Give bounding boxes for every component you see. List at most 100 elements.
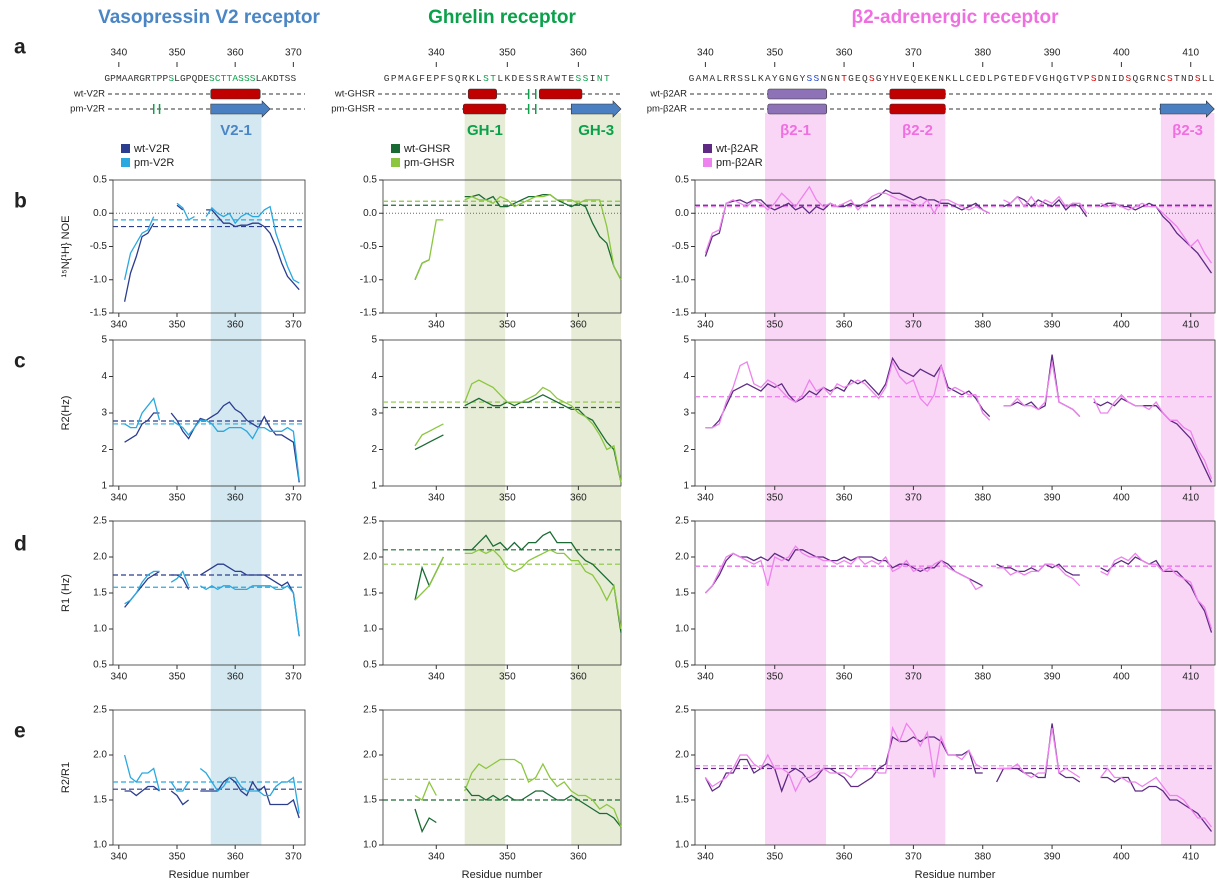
track-label: pm-V2R xyxy=(70,104,105,115)
x-tick-label: 340 xyxy=(110,672,127,683)
y-tick-label: 1.0 xyxy=(675,840,689,851)
series-line xyxy=(124,401,300,483)
series-line xyxy=(414,758,622,828)
track-label: pm-GHSR xyxy=(331,104,375,115)
series-line xyxy=(414,193,622,281)
series-line xyxy=(704,722,1213,828)
y-tick-label: 2 xyxy=(683,444,689,455)
series-line xyxy=(123,204,300,302)
y-tick-label: -1.5 xyxy=(672,308,690,319)
sequence: GPMAGFEPFSQRKLSTLKDESSRAWTESSINT xyxy=(384,73,610,84)
y-tick-label: -0.5 xyxy=(90,241,108,252)
helix xyxy=(889,88,946,100)
x-tick-label: 360 xyxy=(570,493,587,504)
x-tick-label: 340 xyxy=(697,493,714,504)
sequence-tick-label: 350 xyxy=(766,48,783,59)
x-tick-label: 370 xyxy=(285,320,302,331)
strand xyxy=(210,100,271,118)
x-tick-label: 370 xyxy=(285,493,302,504)
x-axis-label: Residue number xyxy=(169,869,250,881)
y-tick-label: 2.5 xyxy=(675,705,689,716)
track-label: pm-β2AR xyxy=(647,104,687,115)
region-shade xyxy=(571,113,621,845)
sequence-tick-label: 370 xyxy=(285,48,302,59)
x-tick-label: 350 xyxy=(499,493,516,504)
sequence-segment: LKDESSRAWTE xyxy=(497,73,574,84)
region-label: β2-3 xyxy=(1172,122,1203,139)
x-tick-label: 370 xyxy=(905,852,922,863)
sequence-segment: S xyxy=(1195,73,1201,84)
x-tick-label: 390 xyxy=(1044,672,1061,683)
series-line xyxy=(123,202,300,284)
region-label: β2-1 xyxy=(780,122,811,139)
sequence-tick-label: 360 xyxy=(227,48,244,59)
x-tick-label: 360 xyxy=(836,852,853,863)
series-line xyxy=(124,776,300,819)
y-tick-label: 3 xyxy=(101,408,107,419)
y-tick-label: 0.5 xyxy=(363,660,377,671)
y-tick-label: 2.5 xyxy=(363,516,377,527)
y-tick-label: 1.0 xyxy=(363,624,377,635)
helix xyxy=(767,103,828,115)
x-tick-label: 340 xyxy=(110,493,127,504)
panel-letter: a xyxy=(14,36,26,59)
sequence-tick-label: 360 xyxy=(570,48,587,59)
x-tick-label: 350 xyxy=(169,320,186,331)
region-label: V2-1 xyxy=(220,122,252,139)
plot-frame xyxy=(382,709,622,846)
series-line xyxy=(414,394,622,483)
x-tick-label: 390 xyxy=(1044,852,1061,863)
region-shade xyxy=(765,113,827,845)
y-tick-label: 2.5 xyxy=(675,516,689,527)
legend-swatch xyxy=(391,158,400,167)
track-label: wt-β2AR xyxy=(649,89,687,100)
x-tick-label: 410 xyxy=(1182,320,1199,331)
x-tick-label: 370 xyxy=(285,852,302,863)
x-tick-label: 360 xyxy=(836,672,853,683)
legend-label: wt-β2AR xyxy=(715,143,758,155)
region-label: GH-1 xyxy=(467,122,503,139)
y-tick-label: 2.0 xyxy=(363,750,377,761)
sequence-segment: S xyxy=(168,73,174,84)
sequence-tick-label: 390 xyxy=(1044,48,1061,59)
legend-swatch xyxy=(121,144,130,153)
legend-swatch xyxy=(391,144,400,153)
region-label: GH-3 xyxy=(578,122,614,139)
x-tick-label: 370 xyxy=(285,672,302,683)
helix xyxy=(889,103,946,115)
x-tick-label: 340 xyxy=(697,672,714,683)
y-tick-label: 2.0 xyxy=(93,552,107,563)
x-tick-label: 340 xyxy=(428,672,445,683)
sequence-segment: TND xyxy=(1174,73,1194,84)
x-tick-label: 400 xyxy=(1113,320,1130,331)
sequence-segment: LGPQDE xyxy=(174,73,209,84)
y-tick-label: 1.5 xyxy=(93,795,107,806)
sequence: GAMALRRSSLKAYGNGYSSNGNTGEQSGYHVEQEKENKLL… xyxy=(689,73,1215,84)
y-axis-label: R1 (Hz) xyxy=(60,574,72,612)
y-tick-label: 2.5 xyxy=(363,705,377,716)
x-tick-label: 350 xyxy=(499,672,516,683)
x-tick-label: 380 xyxy=(974,493,991,504)
region-label: β2-2 xyxy=(902,122,933,139)
sequence-segment: LAKDTSS xyxy=(256,73,297,84)
sequence-segment: PP xyxy=(157,73,169,84)
y-tick-label: 1 xyxy=(101,481,107,492)
sequence-segment: NGN xyxy=(820,73,840,84)
plot-frame xyxy=(694,709,1216,846)
x-tick-label: 400 xyxy=(1113,852,1130,863)
x-tick-label: 410 xyxy=(1182,852,1199,863)
legend-label: wt-V2R xyxy=(133,143,170,155)
sequence-tick-label: 340 xyxy=(110,48,127,59)
y-tick-label: 0.0 xyxy=(93,208,107,219)
sequence-segment: S xyxy=(1167,73,1173,84)
x-tick-label: 360 xyxy=(570,852,587,863)
sequence-tick-label: 350 xyxy=(169,48,186,59)
sequence-tick-label: 350 xyxy=(499,48,516,59)
y-tick-label: 1.5 xyxy=(93,588,107,599)
y-tick-label: -1.5 xyxy=(90,308,108,319)
sequence-segment: GYHVEQEKENKLLCEDLPGTEDFVGHQGTVP xyxy=(876,73,1090,84)
strand xyxy=(570,100,622,118)
region-shade xyxy=(464,113,506,845)
